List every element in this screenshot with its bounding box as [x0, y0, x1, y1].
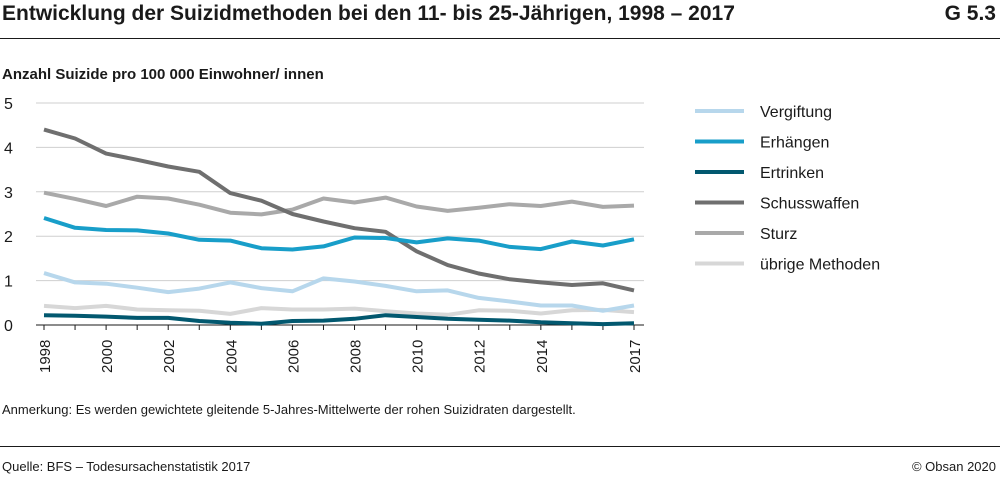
source-note: Quelle: BFS – Todesursachenstatistik 201…	[2, 459, 251, 474]
legend-label: übrige Methoden	[760, 257, 880, 274]
figure-code: G 5.3	[944, 2, 996, 25]
legend-label: Vergiftung	[760, 104, 832, 121]
y-tick-labels: 0 1 2 3 4 5	[4, 96, 13, 335]
copyright: © Obsan 2020	[911, 459, 996, 474]
x-tick-label: 2000	[99, 340, 116, 373]
legend-label: Sturz	[760, 226, 797, 243]
series-line-erhängen	[43, 216, 635, 252]
x-tick-label: 2012	[472, 340, 489, 373]
series-line-übrige-methoden	[43, 303, 635, 317]
footnote: Anmerkung: Es werden gewichtete gleitend…	[2, 402, 576, 417]
series-line-ertrinken	[43, 313, 635, 327]
legend-label: Ertrinken	[760, 165, 824, 182]
series-line-vergiftung	[43, 271, 635, 313]
series-line-sturz	[43, 190, 635, 217]
series-lines	[43, 127, 635, 327]
x-tick-label: 2010	[410, 340, 427, 373]
y-tick-label: 2	[4, 229, 13, 246]
x-tick-label: 2017	[627, 340, 644, 373]
x-tick-label: 2006	[285, 340, 302, 373]
x-tick-label: 2004	[223, 340, 240, 373]
x-tick-labels: 1998 2000 2002 2004 2006 2008 2010 2012 2014 2017	[37, 340, 644, 373]
gridlines	[36, 102, 644, 282]
chart-title: Entwicklung der Suizidmethoden bei den 1…	[2, 2, 735, 25]
y-tick-label: 4	[4, 140, 13, 157]
y-axis-label: Anzahl Suizide pro 100 000 Einwohner/ in…	[2, 66, 324, 83]
x-axis	[36, 324, 644, 330]
x-tick-label: 1998	[37, 340, 54, 373]
legend-label: Schusswaffen	[760, 196, 859, 213]
y-tick-label: 3	[4, 185, 13, 202]
x-tick-label: 2014	[534, 340, 551, 373]
footer-divider	[0, 446, 1000, 447]
series-line-schusswaffen	[43, 127, 635, 293]
legend: Vergiftung Erhängen Ertrinken Schusswaffen S…	[695, 104, 880, 274]
x-tick-label: 2002	[161, 340, 178, 373]
y-tick-label: 1	[4, 274, 13, 291]
x-tick-label: 2008	[348, 340, 365, 373]
header-divider	[0, 38, 1000, 39]
y-tick-label: 0	[4, 318, 13, 335]
legend-label: Erhängen	[760, 135, 829, 152]
y-tick-label: 5	[4, 96, 13, 113]
